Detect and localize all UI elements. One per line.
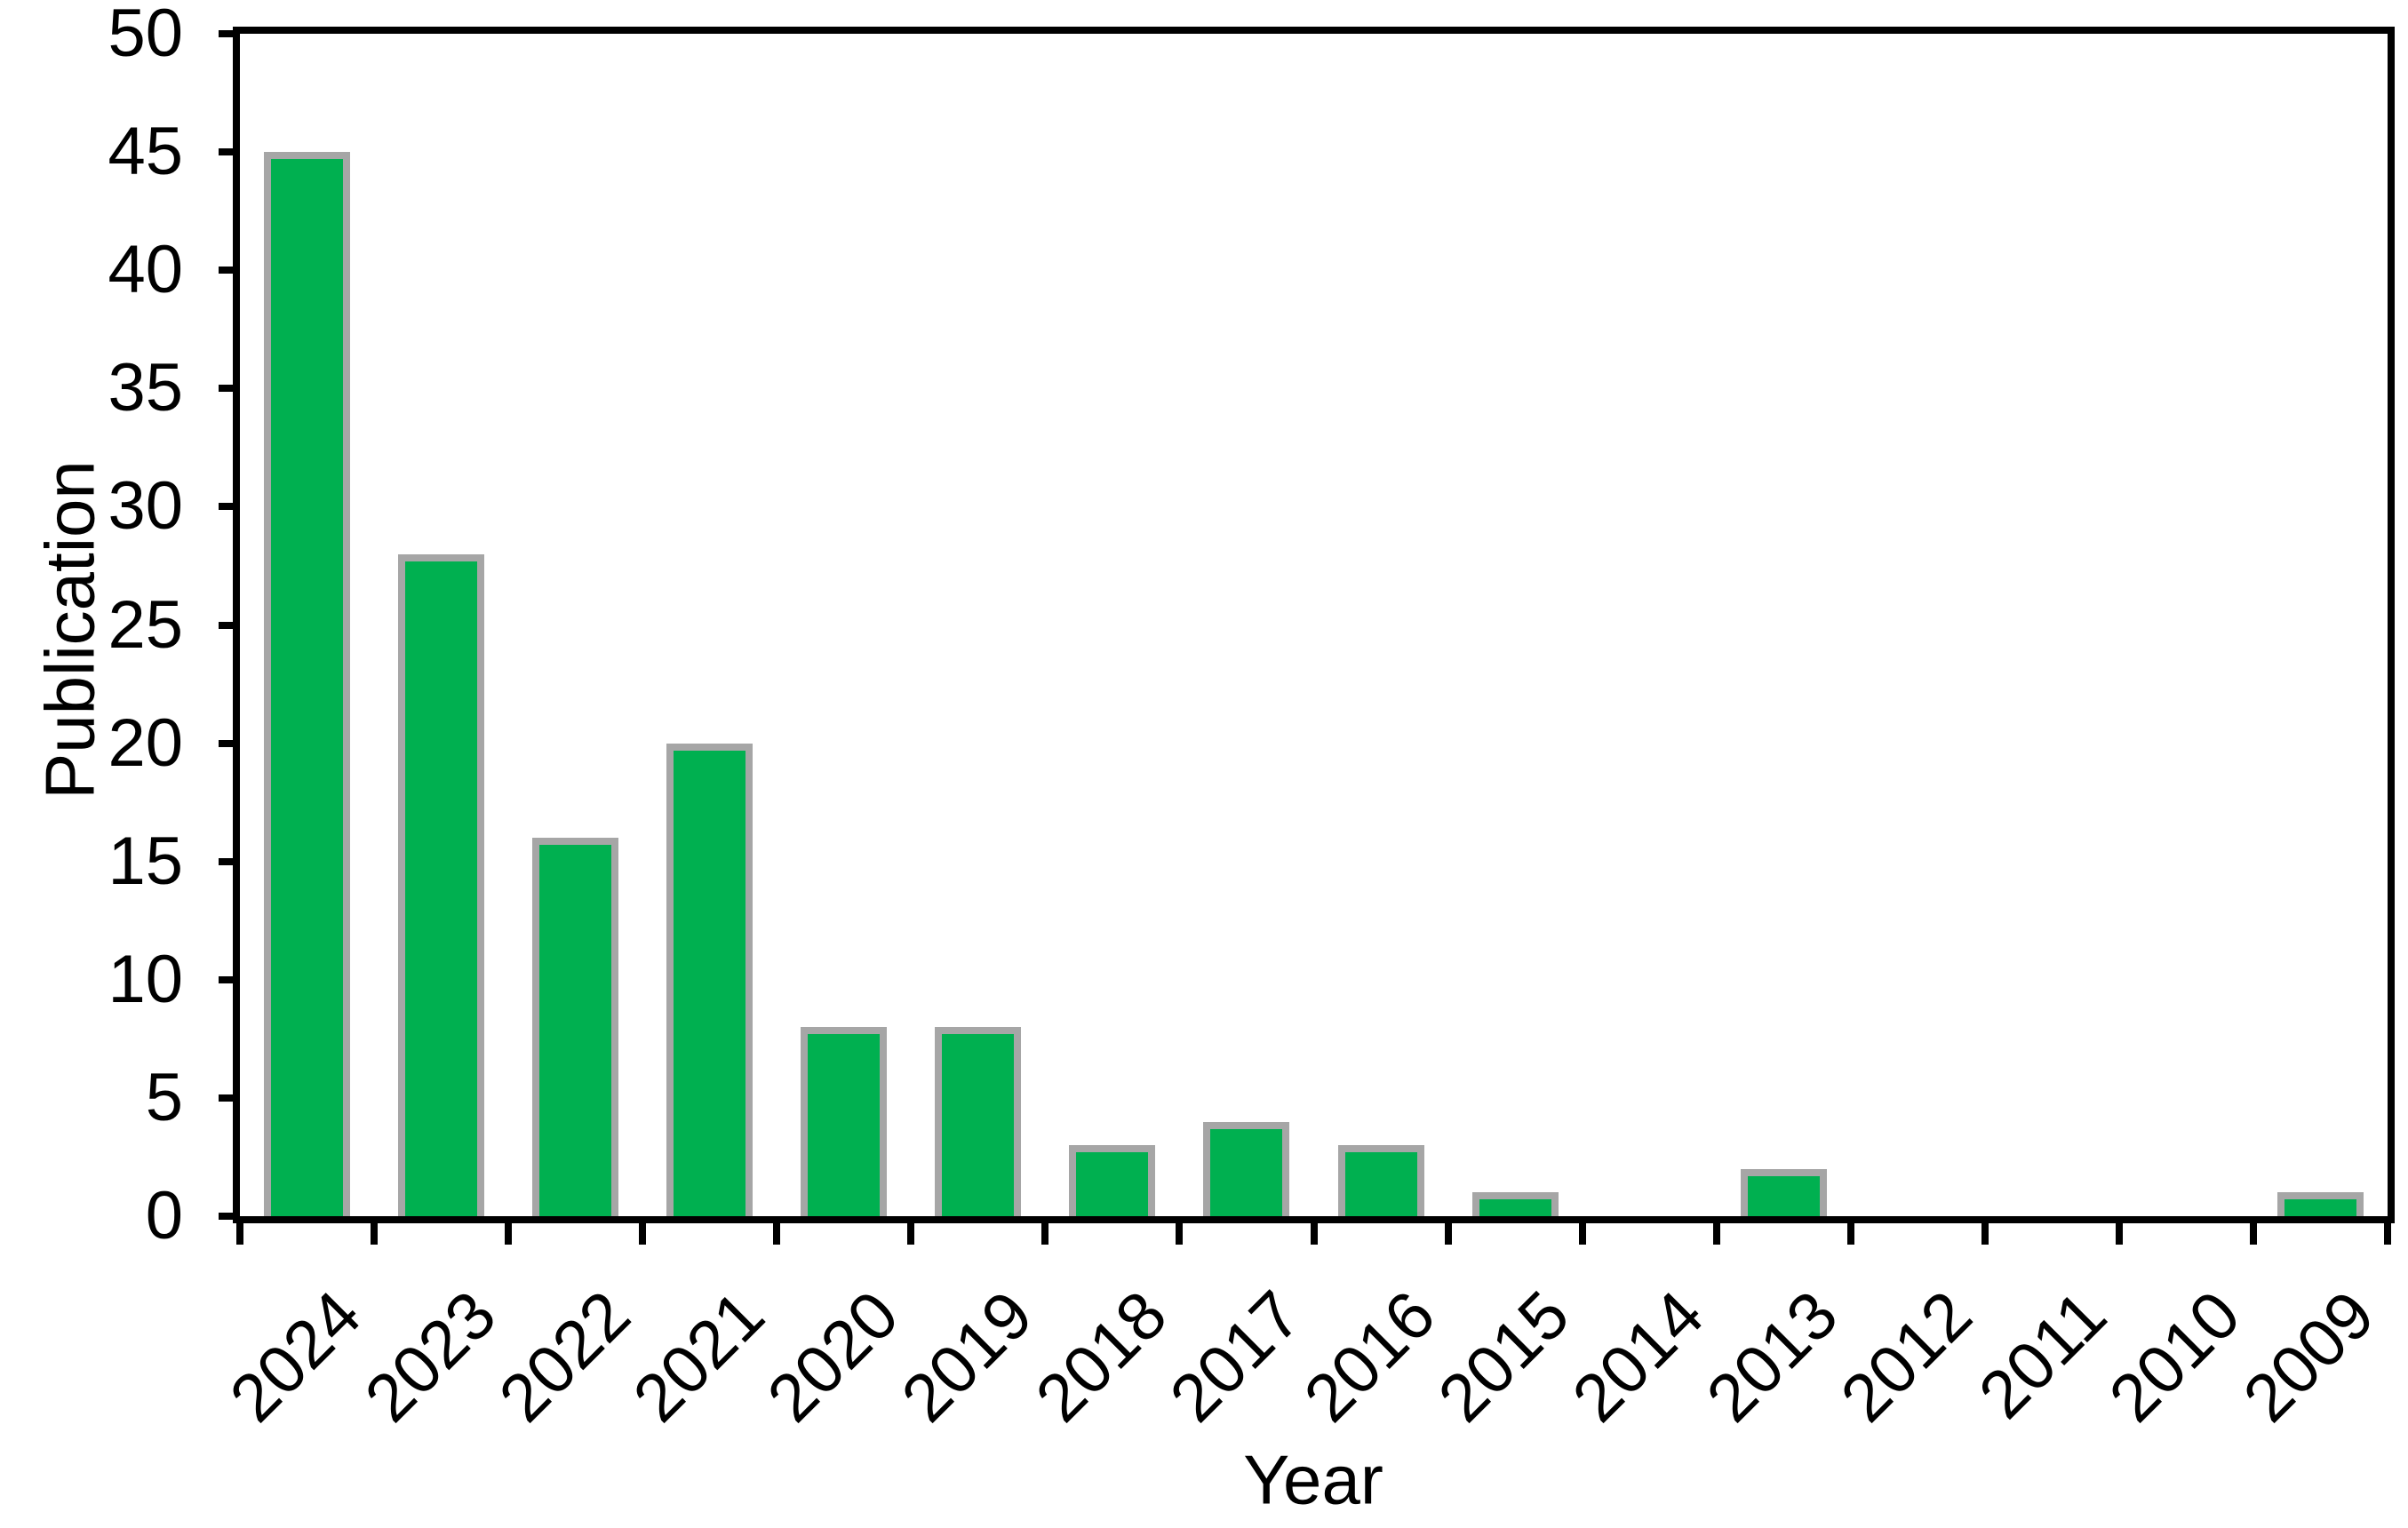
x-tick-mark <box>1310 1223 1318 1245</box>
y-tick-label: 45 <box>108 114 183 190</box>
x-tick-mark <box>1444 1223 1452 1245</box>
y-tick-mark <box>219 857 240 865</box>
y-tick-mark <box>219 975 240 983</box>
x-category-label-2016: 2016 <box>1289 1277 1450 1436</box>
y-tick-label: 30 <box>108 468 183 545</box>
x-tick-mark <box>1712 1223 1720 1245</box>
x-category-label-2014: 2014 <box>1558 1277 1718 1436</box>
x-category-label-2024: 2024 <box>216 1277 376 1436</box>
y-tick-mark <box>219 739 240 747</box>
x-tick-mark <box>505 1223 513 1245</box>
y-tick-label: 10 <box>108 941 183 1017</box>
x-category-label-2022: 2022 <box>484 1277 645 1436</box>
y-tick-mark <box>219 1213 240 1220</box>
x-category-label-2012: 2012 <box>1827 1277 1987 1436</box>
y-axis-title: Publication <box>30 460 109 800</box>
bar-2018 <box>1069 1145 1156 1216</box>
bar-2013 <box>1740 1169 1827 1216</box>
x-category-label-2021: 2021 <box>618 1277 779 1436</box>
bar-2015 <box>1471 1192 1559 1216</box>
x-tick-mark <box>1981 1223 1989 1245</box>
y-tick-label: 25 <box>108 586 183 663</box>
bar-2017 <box>1203 1122 1290 1216</box>
x-category-label-2017: 2017 <box>1155 1277 1316 1436</box>
y-tick-mark <box>219 30 240 37</box>
x-category-label-2011: 2011 <box>1965 1277 2121 1433</box>
x-tick-mark <box>1041 1223 1049 1245</box>
x-axis-title: Year <box>1243 1440 1383 1519</box>
bar-2019 <box>935 1027 1022 1216</box>
y-tick-label: 35 <box>108 350 183 426</box>
x-tick-mark <box>773 1223 781 1245</box>
x-tick-mark <box>1578 1223 1586 1245</box>
bar-2024 <box>264 152 351 1216</box>
bar-2009 <box>2276 1192 2364 1216</box>
x-category-label-2020: 2020 <box>753 1277 913 1436</box>
x-category-label-2013: 2013 <box>1692 1277 1853 1436</box>
y-tick-mark <box>219 267 240 275</box>
x-category-label-2018: 2018 <box>1021 1277 1182 1436</box>
bar-2016 <box>1337 1145 1424 1216</box>
x-tick-mark <box>639 1223 647 1245</box>
x-tick-mark <box>1176 1223 1184 1245</box>
y-tick-mark <box>219 621 240 629</box>
y-tick-label: 40 <box>108 232 183 308</box>
y-tick-label: 20 <box>108 704 183 781</box>
y-tick-label: 15 <box>108 823 183 899</box>
bar-2020 <box>801 1027 888 1216</box>
x-tick-mark <box>907 1223 915 1245</box>
bar-2021 <box>666 744 753 1216</box>
x-category-label-2015: 2015 <box>1423 1277 1584 1436</box>
y-tick-mark <box>219 148 240 156</box>
y-tick-mark <box>219 1094 240 1102</box>
y-tick-mark <box>219 503 240 511</box>
x-category-label-2009: 2009 <box>2229 1277 2389 1436</box>
x-tick-mark <box>2115 1223 2123 1245</box>
x-tick-mark <box>371 1223 379 1245</box>
x-tick-mark <box>2384 1223 2391 1245</box>
bar-2022 <box>532 838 619 1216</box>
x-category-label-2023: 2023 <box>350 1277 510 1436</box>
x-tick-mark <box>236 1223 243 1245</box>
y-tick-label: 50 <box>108 0 183 71</box>
x-category-label-2019: 2019 <box>887 1277 1048 1436</box>
x-category-label-2010: 2010 <box>2095 1277 2255 1436</box>
bar-2023 <box>398 554 485 1216</box>
x-tick-mark <box>1846 1223 1854 1245</box>
y-tick-label: 0 <box>145 1178 183 1253</box>
y-tick-mark <box>219 385 240 393</box>
x-tick-mark <box>2249 1223 2257 1245</box>
y-tick-label: 5 <box>145 1059 183 1135</box>
